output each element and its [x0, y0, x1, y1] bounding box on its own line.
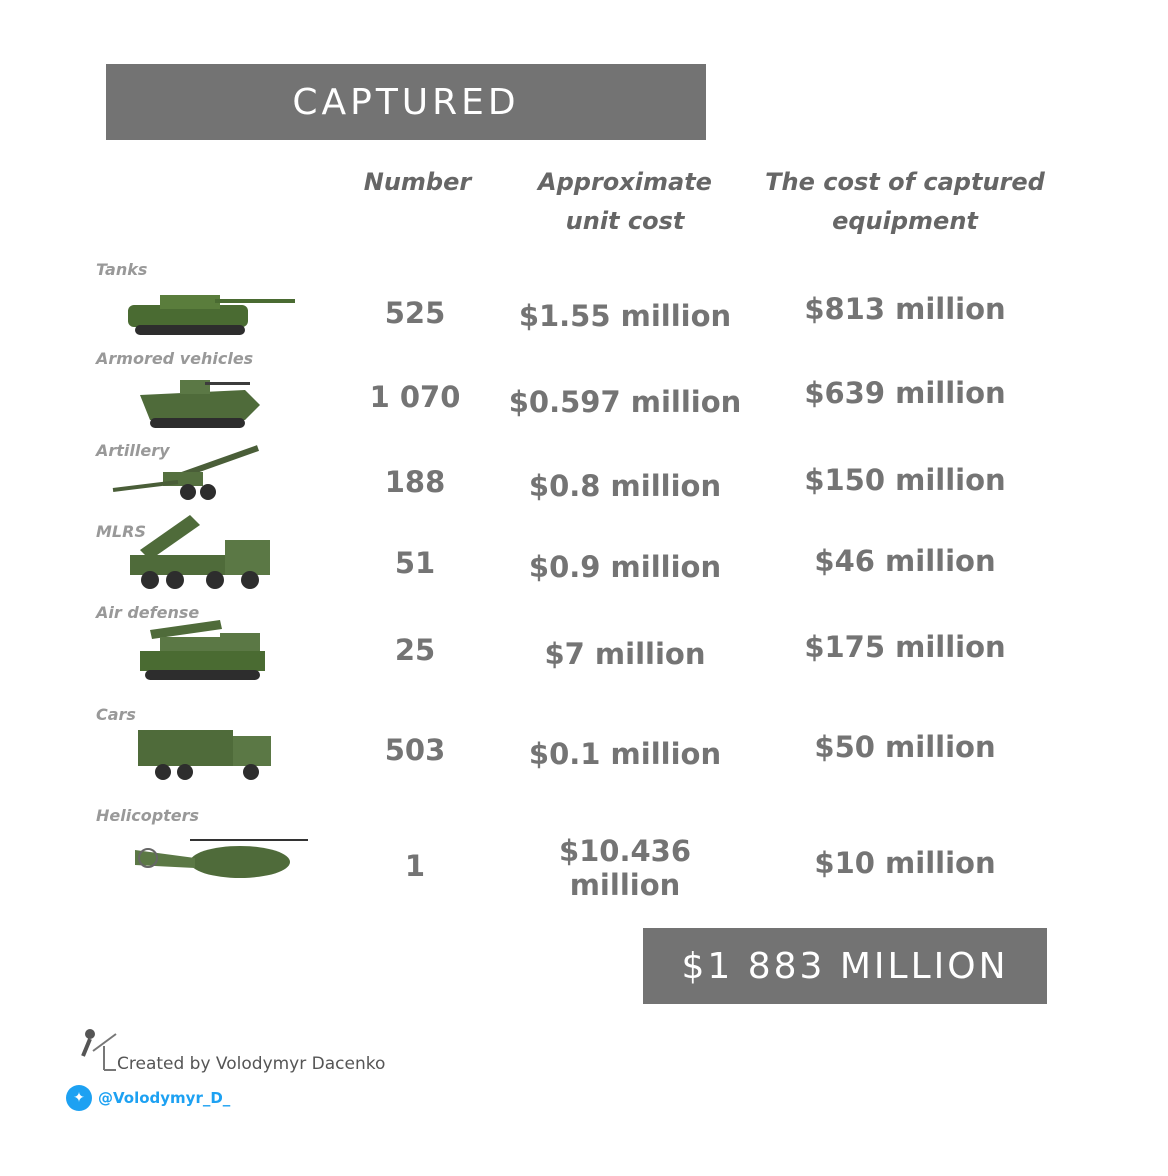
total-cars: $50 million — [814, 730, 996, 764]
number-artillery: 188 — [384, 465, 446, 499]
header-total-line2: equipment — [832, 207, 978, 235]
sam-launcher-icon — [140, 620, 265, 680]
number-mlrs: 51 — [394, 546, 436, 580]
unit-cost-artillery: $0.8 million — [528, 469, 722, 503]
header-unit-cost-line1: Approximate — [538, 168, 712, 196]
header-unit-cost: Approximate unit cost — [510, 163, 740, 241]
number-armored: 1 070 — [369, 380, 461, 414]
number-cars: 503 — [384, 733, 446, 767]
twitter-icon: ✦ — [66, 1085, 92, 1111]
unit-cost-tanks: $1.55 million — [518, 299, 732, 333]
header-number: Number — [363, 168, 472, 196]
row-label-helicopters: Helicopters — [96, 806, 200, 825]
row-label-tanks: Tanks — [96, 260, 148, 279]
unit-cost-cars: $0.1 million — [528, 737, 722, 771]
tank-icon — [128, 295, 295, 335]
unit-cost-air-defense: $7 million — [544, 637, 706, 671]
row-label-mlrs: MLRS — [96, 522, 146, 541]
grand-total-banner: $1 883 MILLION — [643, 928, 1047, 1004]
twitter-handle-link[interactable]: ✦ @Volodymyr_D_ — [66, 1085, 230, 1111]
total-tanks: $813 million — [804, 292, 1006, 326]
number-tanks: 525 — [384, 296, 446, 330]
row-label-artillery: Artillery — [96, 441, 170, 460]
ifv-icon — [140, 380, 260, 428]
title-banner: CAPTURED — [106, 64, 706, 140]
row-label-cars: Cars — [96, 705, 136, 724]
total-air-defense: $175 million — [804, 630, 1006, 664]
header-total-line1: The cost of captured — [765, 168, 1045, 196]
howitzer-icon — [112, 445, 260, 500]
row-label-armored: Armored vehicles — [96, 349, 254, 368]
truck-icon — [138, 730, 271, 780]
header-unit-cost-line2: unit cost — [565, 207, 685, 235]
author-credit: Created by Volodymyr Dacenko — [117, 1054, 386, 1074]
header-total-cost: The cost of captured equipment — [760, 163, 1050, 241]
total-mlrs: $46 million — [814, 544, 996, 578]
total-artillery: $150 million — [804, 463, 1006, 497]
total-armored: $639 million — [804, 376, 1006, 410]
unit-cost-mlrs: $0.9 million — [528, 550, 722, 584]
number-helicopters: 1 — [404, 849, 426, 883]
twitter-handle[interactable]: @Volodymyr_D_ — [98, 1089, 231, 1107]
mlrs-truck-icon — [130, 515, 270, 589]
unit-cost-helicopters: $10.436 million — [558, 834, 692, 902]
total-helicopters: $10 million — [814, 846, 996, 880]
number-air-defense: 25 — [394, 633, 436, 667]
unit-cost-armored: $0.597 million — [508, 385, 742, 419]
row-label-air-defense: Air defense — [96, 603, 200, 622]
helicopter-icon — [135, 839, 308, 878]
author-logo-icon — [81, 1029, 117, 1071]
